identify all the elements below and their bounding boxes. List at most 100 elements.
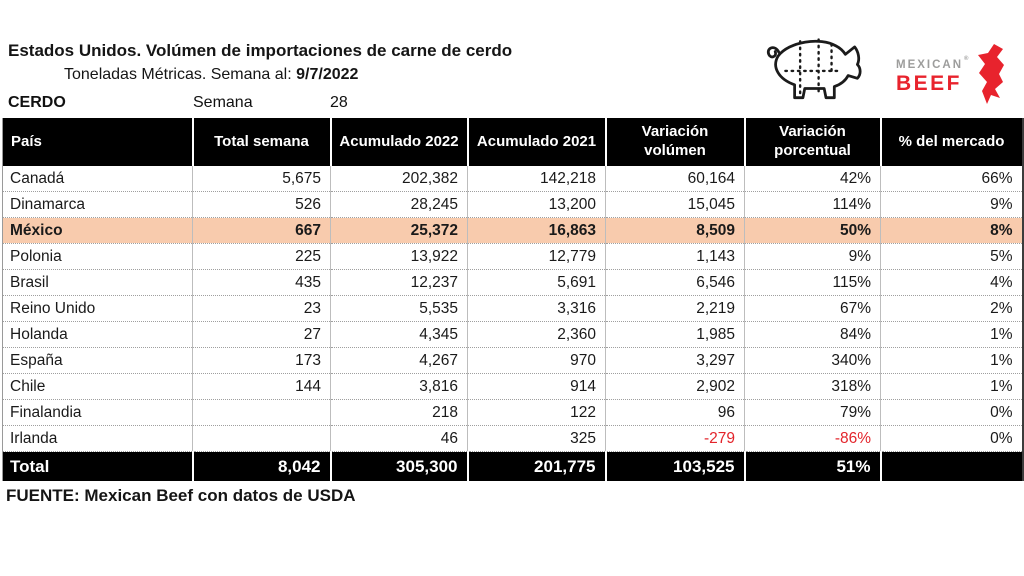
mercado-cell: 8% bbox=[880, 217, 1023, 244]
table-header: País Total semana Acumulado 2022 Acumula… bbox=[2, 118, 1023, 166]
total-semana-cell: 225 bbox=[192, 243, 331, 270]
acum-2022-cell: 4,345 bbox=[330, 321, 468, 348]
country-cell: Dinamarca bbox=[2, 191, 193, 218]
col-header-pct-mercado: % del mercado bbox=[879, 118, 1023, 166]
total-semana-cell: 173 bbox=[192, 347, 331, 374]
country-cell: Holanda bbox=[2, 321, 193, 348]
acum-2021-cell: 16,863 bbox=[467, 217, 606, 244]
var-vol-cell: 3,297 bbox=[605, 347, 745, 374]
beef-cut-silhouette-icon bbox=[972, 44, 1008, 109]
page-title: Estados Unidos. Volúmen de importaciones… bbox=[8, 41, 513, 60]
var-pct-cell: 79% bbox=[744, 399, 881, 426]
var-pct-cell: 67% bbox=[744, 295, 881, 322]
mercado-cell: 4% bbox=[880, 269, 1023, 296]
acum-2021-cell: 914 bbox=[467, 373, 606, 400]
col-header-acumulado-2022: Acumulado 2022 bbox=[329, 118, 468, 166]
acum-2021-cell: 970 bbox=[467, 347, 606, 374]
table-row: Finalandia 218 122 96 79% 0% bbox=[2, 399, 1023, 426]
acum-2021-cell: 13,200 bbox=[467, 191, 606, 218]
acum-2021-cell: 142,218 bbox=[467, 166, 606, 192]
country-cell: Chile bbox=[2, 373, 193, 400]
total-var-vol-cell: 103,525 bbox=[604, 451, 745, 481]
meta-row: CERDO Semana 28 bbox=[0, 94, 760, 116]
registered-mark: ® bbox=[964, 55, 971, 62]
acum-2022-cell: 218 bbox=[330, 399, 468, 426]
var-vol-cell: 8,509 bbox=[605, 217, 745, 244]
country-cell: Canadá bbox=[2, 166, 193, 192]
subtitle-prefix: Toneladas Métricas. Semana al: bbox=[64, 66, 297, 83]
total-var-pct-cell: 51% bbox=[743, 451, 881, 481]
mercado-cell: 0% bbox=[880, 399, 1023, 426]
country-cell: Finalandia bbox=[2, 399, 193, 426]
brand-text: MEXICAN® BEEF bbox=[896, 55, 971, 96]
var-pct-cell: 340% bbox=[744, 347, 881, 374]
table-row: Canadá 5,675 202,382 142,218 60,164 42% … bbox=[2, 166, 1023, 192]
total-semana-cell: 526 bbox=[192, 191, 331, 218]
mercado-cell: 66% bbox=[880, 166, 1023, 192]
table-row: Chile 144 3,816 914 2,902 318% 1% bbox=[2, 373, 1023, 400]
mercado-cell: 1% bbox=[880, 347, 1023, 374]
country-cell: Polonia bbox=[2, 243, 193, 270]
source-note: FUENTE: Mexican Beef con datos de USDA bbox=[6, 486, 356, 505]
total-semana-cell: 144 bbox=[192, 373, 331, 400]
total-semana-cell: 667 bbox=[192, 217, 331, 244]
col-header-total-semana: Total semana bbox=[191, 118, 331, 166]
col-header-pais: País bbox=[2, 118, 193, 166]
var-pct-cell: 318% bbox=[744, 373, 881, 400]
acum-2022-cell: 4,267 bbox=[330, 347, 468, 374]
var-vol-cell: 1,143 bbox=[605, 243, 745, 270]
acum-2022-cell: 5,535 bbox=[330, 295, 468, 322]
acum-2021-cell: 122 bbox=[467, 399, 606, 426]
var-pct-cell: 114% bbox=[744, 191, 881, 218]
acum-2022-cell: 12,237 bbox=[330, 269, 468, 296]
mexican-beef-logo: MEXICAN® BEEF bbox=[896, 44, 1008, 109]
var-pct-cell: 42% bbox=[744, 166, 881, 192]
table-row: Brasil 435 12,237 5,691 6,546 115% 4% bbox=[2, 269, 1023, 296]
table-row: México 667 25,372 16,863 8,509 50% 8% bbox=[2, 217, 1023, 244]
var-vol-cell: 15,045 bbox=[605, 191, 745, 218]
col-header-variacion-volumen: Variación volúmen bbox=[604, 118, 745, 166]
imports-table: País Total semana Acumulado 2022 Acumula… bbox=[2, 118, 1024, 481]
var-vol-cell: 96 bbox=[605, 399, 745, 426]
total-label-cell: Total bbox=[2, 451, 193, 481]
acum-2022-cell: 13,922 bbox=[330, 243, 468, 270]
var-vol-cell: 60,164 bbox=[605, 166, 745, 192]
var-pct-cell: 84% bbox=[744, 321, 881, 348]
acum-2021-cell: 325 bbox=[467, 425, 606, 452]
mercado-cell: 0% bbox=[880, 425, 1023, 452]
table-footer: Total 8,042 305,300 201,775 103,525 51% bbox=[2, 451, 1023, 481]
acum-2022-cell: 46 bbox=[330, 425, 468, 452]
acum-2022-cell: 3,816 bbox=[330, 373, 468, 400]
total-semana-cell: 435 bbox=[192, 269, 331, 296]
total-semana-cell bbox=[192, 399, 331, 426]
var-pct-cell: 9% bbox=[744, 243, 881, 270]
total-acum-2021-cell: 201,775 bbox=[466, 451, 606, 481]
table-row: Dinamarca 526 28,245 13,200 15,045 114% … bbox=[2, 191, 1023, 218]
var-pct-cell: -86% bbox=[744, 425, 881, 452]
acum-2022-cell: 25,372 bbox=[330, 217, 468, 244]
total-semana-cell: 23 bbox=[192, 295, 331, 322]
table-row: Polonia 225 13,922 12,779 1,143 9% 5% bbox=[2, 243, 1023, 270]
var-vol-cell: 2,219 bbox=[605, 295, 745, 322]
subtitle-date: 9/7/2022 bbox=[296, 66, 359, 83]
acum-2021-cell: 12,779 bbox=[467, 243, 606, 270]
total-row: Total 8,042 305,300 201,775 103,525 51% bbox=[2, 451, 1023, 481]
var-vol-cell: 1,985 bbox=[605, 321, 745, 348]
pig-cuts-icon bbox=[763, 34, 865, 106]
acum-2022-cell: 202,382 bbox=[330, 166, 468, 192]
brand-name-top: MEXICAN® bbox=[896, 55, 971, 71]
acum-2021-cell: 3,316 bbox=[467, 295, 606, 322]
acum-2021-cell: 5,691 bbox=[467, 269, 606, 296]
brand-word-beef: BEEF bbox=[896, 72, 963, 96]
var-vol-cell: 6,546 bbox=[605, 269, 745, 296]
country-cell: Reino Unido bbox=[2, 295, 193, 322]
table-body: Canadá 5,675 202,382 142,218 60,164 42% … bbox=[2, 166, 1023, 452]
country-cell: Irlanda bbox=[2, 425, 193, 452]
mercado-cell: 1% bbox=[880, 373, 1023, 400]
brand-word-mexican: MEXICAN bbox=[896, 58, 964, 71]
country-cell: España bbox=[2, 347, 193, 374]
mercado-cell: 1% bbox=[880, 321, 1023, 348]
var-vol-cell: 2,902 bbox=[605, 373, 745, 400]
var-vol-cell: -279 bbox=[605, 425, 745, 452]
